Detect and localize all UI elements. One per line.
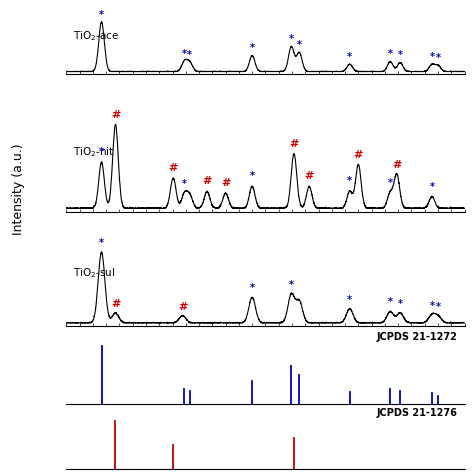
Text: *: * xyxy=(289,34,294,44)
Text: #: # xyxy=(221,178,230,188)
Text: *: * xyxy=(388,178,392,188)
Text: #: # xyxy=(202,176,212,186)
Text: #: # xyxy=(111,109,120,119)
Text: *: * xyxy=(289,281,294,291)
Text: *: * xyxy=(187,50,192,60)
Text: #: # xyxy=(354,150,363,160)
Text: *: * xyxy=(347,176,352,186)
Text: *: * xyxy=(398,50,402,60)
Text: TiO$_2$-nit: TiO$_2$-nit xyxy=(73,146,115,159)
Text: *: * xyxy=(347,52,352,62)
Text: *: * xyxy=(398,299,402,309)
Text: *: * xyxy=(429,52,435,62)
Text: JCPDS 21-1272: JCPDS 21-1272 xyxy=(377,332,458,342)
Text: #: # xyxy=(169,163,178,173)
Text: JCPDS 21-1276: JCPDS 21-1276 xyxy=(377,408,458,418)
Text: *: * xyxy=(388,297,392,307)
Text: #: # xyxy=(392,160,401,170)
Text: *: * xyxy=(297,40,302,50)
Text: #: # xyxy=(111,299,120,309)
Text: *: * xyxy=(429,301,435,311)
Text: #: # xyxy=(289,139,299,149)
Text: TiO$_2$-sul: TiO$_2$-sul xyxy=(73,266,115,280)
Text: Intensity (a.u.): Intensity (a.u.) xyxy=(12,144,26,236)
Text: *: * xyxy=(347,294,352,304)
Text: *: * xyxy=(436,53,440,63)
Text: *: * xyxy=(182,49,187,59)
Text: *: * xyxy=(250,43,255,53)
Text: *: * xyxy=(429,182,435,191)
Text: *: * xyxy=(182,179,187,189)
Text: *: * xyxy=(99,238,104,248)
Text: #: # xyxy=(305,172,314,182)
Text: #: # xyxy=(178,301,187,311)
Text: *: * xyxy=(250,172,255,182)
Text: TiO$_2$-ace: TiO$_2$-ace xyxy=(73,29,119,43)
Text: *: * xyxy=(388,49,392,59)
Text: *: * xyxy=(99,147,104,157)
Text: *: * xyxy=(250,283,255,293)
Text: *: * xyxy=(436,302,440,312)
Text: *: * xyxy=(99,9,104,19)
